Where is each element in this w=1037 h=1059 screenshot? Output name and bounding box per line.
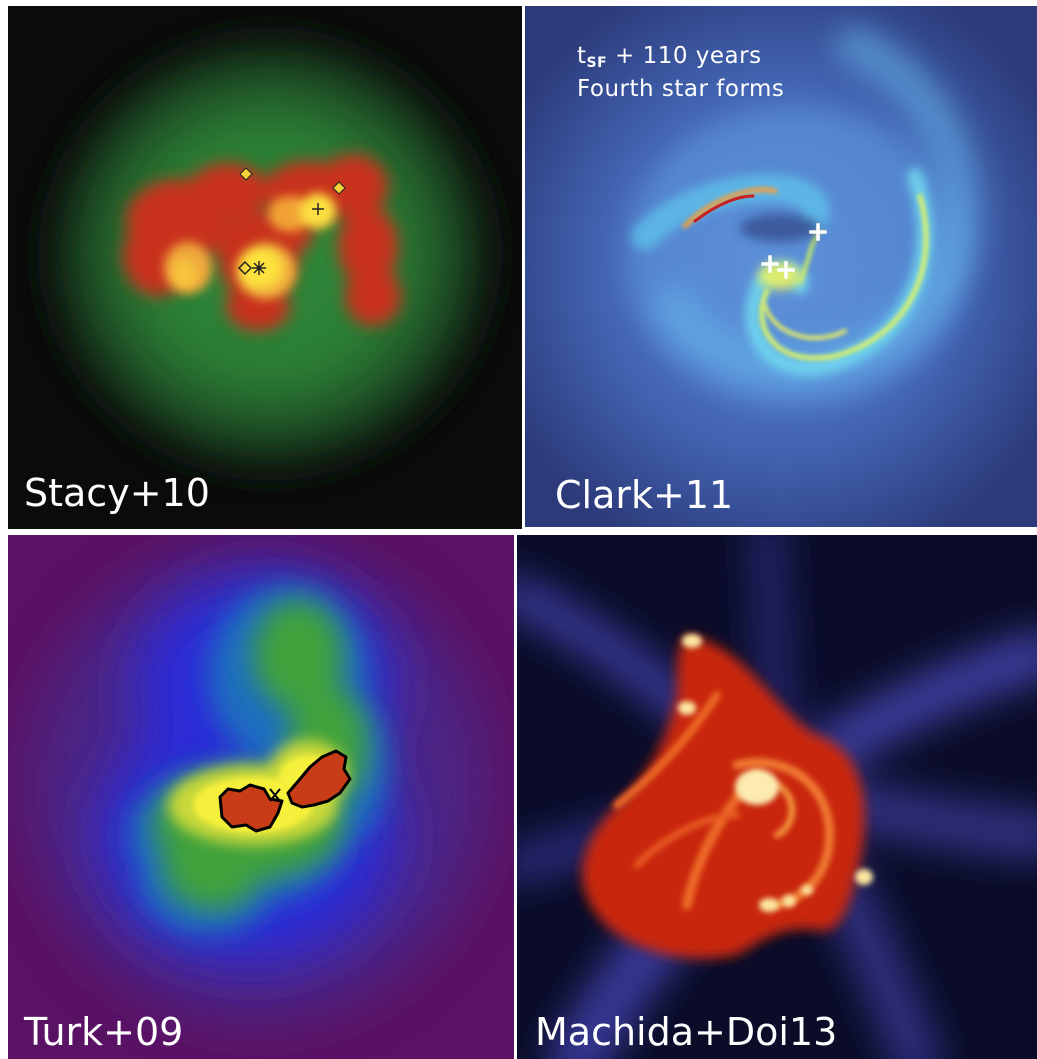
panel-clark11: tSF + 110 years Fourth star forms Clark+… <box>525 6 1037 527</box>
clark11-annotation-time: tSF + 110 years <box>577 43 762 71</box>
turk09-simulation-image <box>28 550 488 1020</box>
panel-stacy10: Stacy+10 <box>8 6 522 529</box>
clark11-annotation: tSF + 110 years Fourth star forms <box>577 40 784 107</box>
panel-turk09: Turk+09 <box>8 535 514 1059</box>
stacy10-label: Stacy+10 <box>24 471 210 515</box>
clark11-annotation-event: Fourth star forms <box>577 76 785 103</box>
clark11-label: Clark+11 <box>555 473 734 517</box>
clark11-simulation-image <box>525 6 1037 527</box>
panel-machida-doi13: Machida+Doi13 <box>517 535 1037 1059</box>
stacy10-simulation-image <box>45 34 495 474</box>
turk09-label: Turk+09 <box>24 1010 184 1054</box>
machida-doi13-label: Machida+Doi13 <box>535 1010 838 1054</box>
machida-doi13-simulation-image <box>517 535 1037 1059</box>
